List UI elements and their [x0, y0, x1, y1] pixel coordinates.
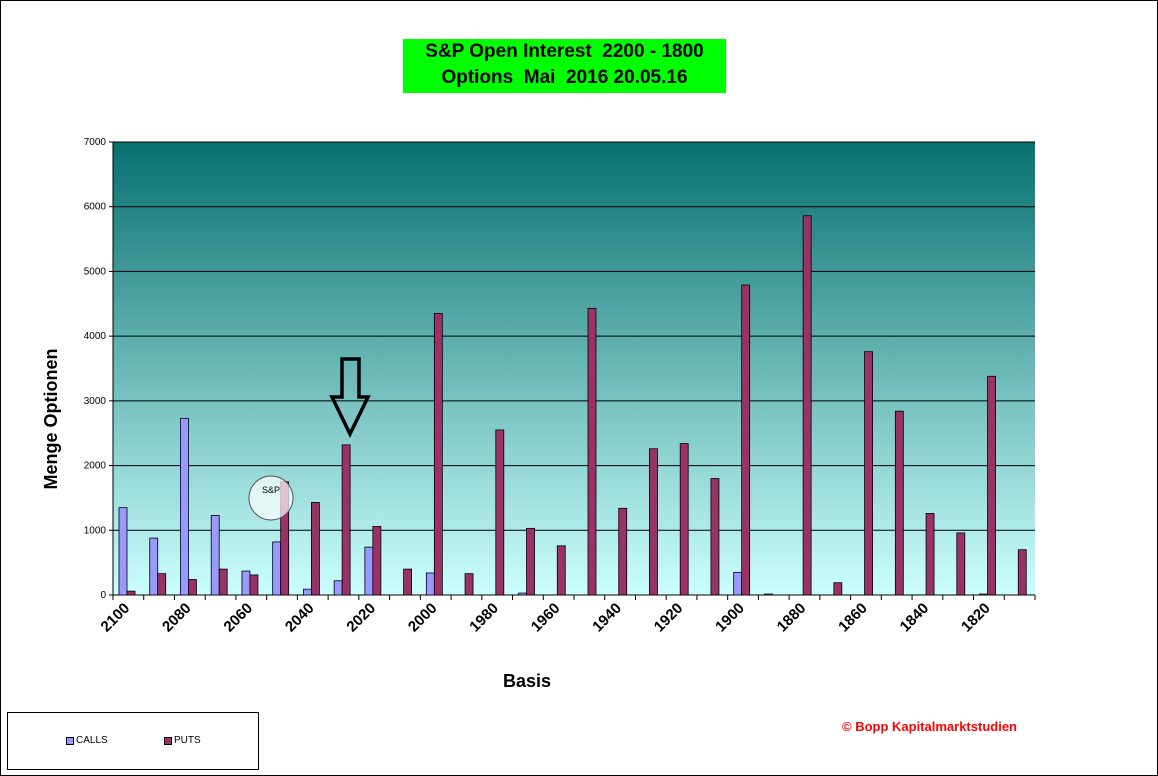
- x-tick-label: 1840: [897, 600, 933, 636]
- bar-puts: [864, 351, 873, 596]
- bar-calls: [979, 593, 988, 596]
- bar-puts: [495, 429, 505, 596]
- bar-puts: [925, 513, 935, 596]
- x-tick-label: 1960: [528, 600, 564, 636]
- bar-calls: [118, 507, 128, 596]
- bar-puts: [157, 573, 167, 596]
- sp-marker-label: S&P: [262, 485, 280, 495]
- x-tick-label: 1920: [651, 600, 687, 636]
- y-tick-label: 3000: [84, 396, 107, 407]
- bar-puts: [987, 375, 996, 596]
- y-tick-label: 5000: [84, 266, 107, 277]
- bar-puts: [741, 284, 751, 596]
- chart-title-line1: S&P Open Interest 2200 - 1800: [425, 41, 704, 62]
- sp-marker-circle: [248, 475, 294, 521]
- bar-calls: [518, 592, 527, 596]
- bar-puts: [802, 215, 812, 596]
- legend-label-puts: PUTS: [174, 735, 201, 746]
- legend-swatch-puts: [164, 736, 172, 745]
- y-tick-label: 0: [100, 590, 106, 601]
- legend-label-calls: CALLS: [76, 735, 108, 746]
- legend: CALLS PUTS: [7, 712, 259, 770]
- x-tick-label: 1860: [835, 600, 871, 636]
- bar-puts: [464, 573, 474, 596]
- bar-puts: [249, 574, 259, 596]
- copyright-text: © Bopp Kapitalmarktstudien: [842, 719, 1017, 734]
- y-tick-label: 2000: [84, 461, 107, 472]
- bar-puts: [218, 568, 228, 596]
- bar-calls: [180, 417, 189, 596]
- y-axis-title: Menge Optionen: [41, 349, 61, 490]
- bar-puts: [587, 307, 597, 596]
- x-tick-label: 2000: [405, 600, 441, 636]
- down-arrow-icon: [329, 357, 371, 439]
- bar-puts: [341, 444, 351, 596]
- x-tick-label: 2100: [98, 600, 134, 636]
- bar-puts: [1017, 549, 1027, 596]
- y-tick-label: 4000: [84, 331, 107, 342]
- legend-swatch-calls: [66, 736, 74, 745]
- legend-item-puts: PUTS: [164, 735, 201, 746]
- bar-puts: [956, 532, 966, 596]
- x-tick-label: 2060: [221, 600, 257, 636]
- bar-puts: [433, 313, 443, 596]
- bar-puts: [310, 502, 320, 596]
- bar-calls: [272, 541, 282, 596]
- bar-calls: [333, 580, 343, 596]
- bar-calls: [210, 515, 220, 596]
- bar-puts: [526, 527, 535, 596]
- chart-title-line2: Options Mai 2016 20.05.16: [441, 67, 688, 88]
- bar-calls: [733, 571, 743, 596]
- chart-title: S&P Open Interest 2200 - 1800 Options Ma…: [403, 39, 726, 93]
- bar-calls: [764, 593, 773, 596]
- bar-puts: [403, 568, 413, 596]
- x-tick-label: 1940: [589, 600, 625, 636]
- x-axis-title: Basis: [503, 671, 551, 691]
- x-tick-label: 1880: [774, 600, 810, 636]
- y-tick-label: 6000: [84, 202, 107, 213]
- bar-puts: [188, 579, 197, 596]
- bar-puts: [710, 478, 720, 596]
- bar-puts: [618, 507, 628, 596]
- bar-puts: [894, 410, 904, 596]
- bar-calls: [149, 537, 159, 596]
- bar-puts: [679, 443, 689, 596]
- bar-calls: [241, 570, 251, 596]
- bar-puts: [372, 526, 382, 596]
- x-tick-label: 2020: [343, 600, 379, 636]
- bar-puts: [126, 590, 136, 596]
- x-tick-label: 2080: [159, 600, 195, 636]
- y-tick-label: 7000: [84, 137, 107, 148]
- legend-item-calls: CALLS: [66, 735, 108, 746]
- bar-calls: [302, 588, 312, 596]
- x-tick-label: 1820: [958, 600, 994, 636]
- x-tick-label: 1980: [466, 600, 502, 636]
- bar-puts: [833, 582, 843, 596]
- y-tick-label: 1000: [84, 525, 107, 536]
- bar-puts: [649, 448, 658, 596]
- bar-calls: [364, 546, 374, 596]
- x-tick-label: 1900: [712, 600, 748, 636]
- bar-puts: [556, 545, 566, 596]
- bar-calls: [425, 572, 435, 596]
- x-tick-label: 2040: [282, 600, 318, 636]
